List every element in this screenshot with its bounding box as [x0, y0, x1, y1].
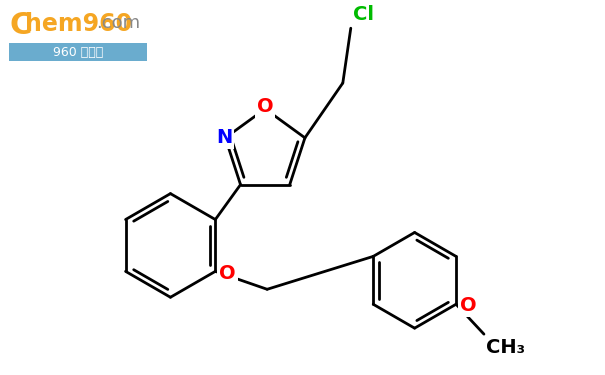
Text: O: O	[257, 98, 273, 116]
Text: O: O	[220, 264, 236, 283]
Text: N: N	[216, 128, 232, 147]
Text: .com: .com	[96, 14, 140, 32]
Text: 960 化工网: 960 化工网	[53, 46, 103, 58]
Text: hem960: hem960	[25, 12, 132, 36]
Text: Cl: Cl	[353, 5, 374, 24]
Text: C: C	[9, 11, 31, 40]
Text: CH₃: CH₃	[486, 338, 525, 357]
Text: O: O	[460, 296, 477, 315]
Polygon shape	[9, 43, 146, 61]
